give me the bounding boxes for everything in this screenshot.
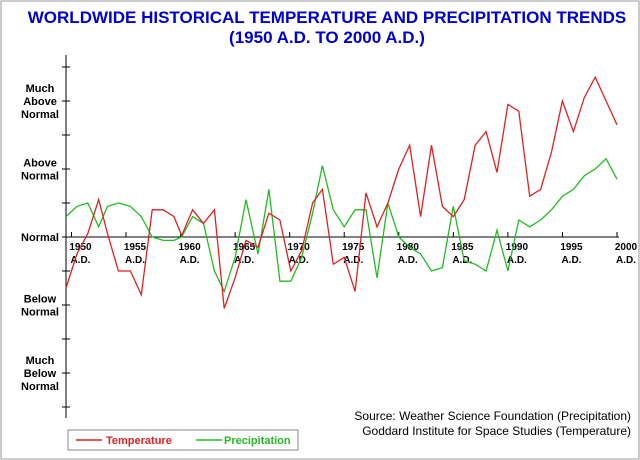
x-tick-label: A.D. (507, 255, 527, 266)
chart-title: WORLDWIDE HISTORICAL TEMPERATURE AND PRE… (28, 8, 626, 27)
x-tick-label: 1975 (342, 242, 365, 253)
legend-label: Precipitation (224, 435, 291, 447)
chart-subtitle: (1950 A.D. TO 2000 A.D.) (229, 28, 425, 47)
x-tick-label: 1985 (451, 242, 474, 253)
legend-label: Temperature (106, 435, 172, 447)
x-tick-label: A.D. (343, 255, 363, 266)
series-line-precipitation (65, 157, 618, 294)
source-note: Source: Weather Science Foundation (Prec… (354, 409, 631, 438)
x-tick-label: A.D. (234, 255, 254, 266)
x-tick-label: 1955 (124, 242, 147, 253)
x-tick-label: 2000 (615, 242, 638, 253)
x-tick-label: A.D. (561, 255, 581, 266)
y-category-label: Much (26, 83, 55, 95)
y-category-label: Normal (21, 171, 59, 183)
x-tick-label: A.D. (180, 255, 200, 266)
y-category-label: Normal (21, 109, 59, 121)
x-tick-label: A.D. (289, 255, 309, 266)
source-line: Source: Weather Science Foundation (Prec… (354, 409, 631, 423)
x-tick-label: 1960 (178, 242, 201, 253)
y-category-label: Much (26, 355, 55, 367)
x-tick-label: 1980 (397, 242, 420, 253)
y-category-label: Above (23, 96, 57, 108)
series-layer (65, 75, 618, 309)
x-tick-label: 1995 (560, 242, 583, 253)
x-tick-label: 1990 (506, 242, 529, 253)
x-tick-label: A.D. (616, 255, 636, 266)
legend-box (67, 429, 299, 451)
y-category-label: Normal (21, 307, 59, 319)
x-tick-label: 1970 (288, 242, 311, 253)
y-category-label: Normal (21, 232, 59, 244)
x-tick-label: A.D. (452, 255, 472, 266)
x-tick-label: A.D. (125, 255, 145, 266)
x-tick-label: A.D. (70, 255, 90, 266)
y-category-label: Above (23, 158, 57, 170)
x-tick-label: A.D. (398, 255, 418, 266)
y-category-label: Below (24, 294, 57, 306)
legend: Temperature Precipitation (67, 429, 299, 451)
y-category-label: Below (24, 368, 57, 380)
source-line: Goddard Institute for Space Studies (Tem… (362, 424, 631, 438)
series-line-temperature (65, 75, 618, 309)
axes-layer: MuchAboveNormalAboveNormalNormalBelowNor… (21, 55, 638, 418)
y-category-label: Normal (21, 381, 59, 393)
